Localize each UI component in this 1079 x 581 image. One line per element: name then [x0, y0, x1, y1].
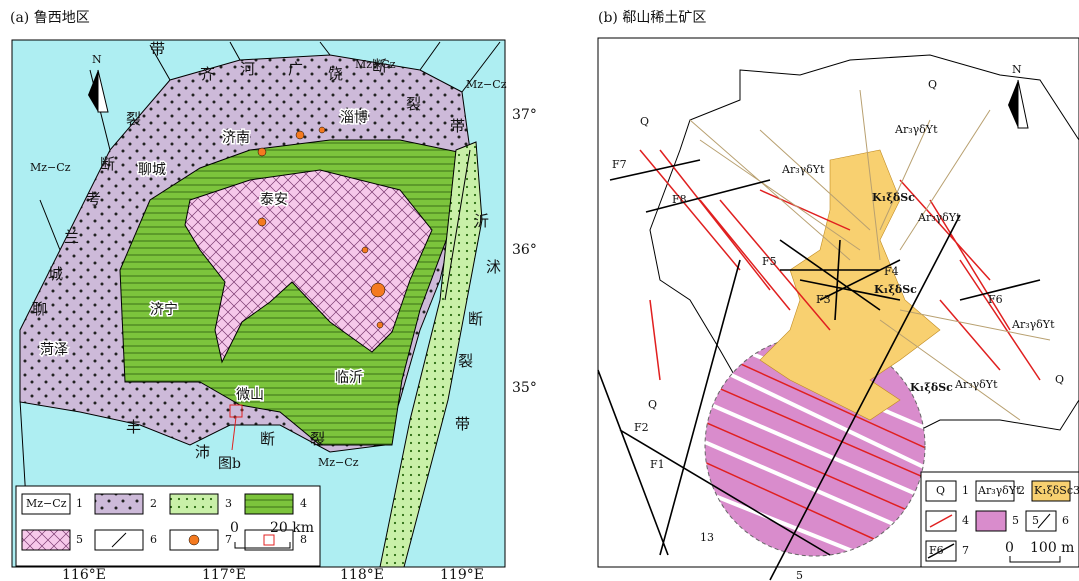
legend-text: Q [936, 484, 945, 497]
fault-char: 裂 [458, 352, 473, 370]
fault-char: 裂 [406, 95, 421, 113]
unit-label: Q [648, 398, 657, 411]
fault-label: F2 [634, 421, 649, 434]
fault-char: 裂 [310, 430, 325, 448]
fault-label: F4 [884, 265, 899, 278]
city-label: 菏泽 [40, 342, 68, 358]
lon-label: 118°E [340, 567, 384, 581]
fault-label: F6 [988, 293, 1003, 306]
fault-char: 断 [100, 155, 115, 173]
fault-char: 考 [86, 190, 101, 208]
legend-number: 2 [1018, 484, 1025, 497]
rock-label: Ar₃γδYt [781, 163, 825, 176]
unit-label: Mz−Cz [30, 161, 71, 174]
legend-text: K₁ξδSc [1034, 484, 1073, 497]
rock-label: K₁ξδSc [872, 191, 915, 204]
legend-text: 5 [1032, 514, 1039, 527]
fault-char: 带 [450, 117, 465, 135]
legend-number: 5 [76, 533, 83, 546]
fault-label: F3 [816, 293, 831, 306]
legend-b [920, 471, 1079, 568]
fault-char: 断 [260, 430, 275, 448]
north-label: N [92, 53, 102, 66]
fault-char: 沭 [486, 258, 501, 276]
rock-label: Ar₃γδYt [917, 211, 961, 224]
scale-label: 100 m [1030, 540, 1074, 556]
fault-char: 沛 [195, 443, 210, 461]
rock-label: Ar₃γδYt [954, 378, 998, 391]
legend-number: 2 [150, 497, 157, 510]
legend-number: 7 [225, 533, 232, 546]
fault-char: 城 [48, 265, 63, 283]
map-a [11, 39, 506, 568]
legend-text: Ar₃γδYt [977, 484, 1021, 497]
rock-label: K₁ξδSc [874, 283, 917, 296]
legend-number: 3 [1073, 484, 1079, 497]
legend-text: F6 [929, 544, 944, 557]
fault-label: F7 [612, 158, 627, 171]
legend-number: 6 [150, 533, 157, 546]
lat-label: 36° [512, 242, 537, 258]
city-label: 微山 [236, 387, 264, 403]
legend-a [15, 485, 321, 567]
fault-char: 断 [372, 57, 387, 75]
legend-number: 3 [225, 497, 232, 510]
panel-title: (a) 鲁西地区 [10, 10, 90, 26]
unit-label: Q [1055, 373, 1064, 386]
lon-label: 117°E [202, 567, 246, 581]
city-label: 聊城 [138, 162, 166, 178]
city-label: 淄博 [340, 109, 368, 126]
fault-char: 带 [455, 415, 470, 433]
legend-number: 4 [962, 514, 969, 527]
legend-number: 7 [962, 544, 969, 557]
legend-number: 4 [300, 497, 307, 510]
scale-label: 0 [1005, 540, 1014, 556]
lon-label: 119°E [440, 567, 484, 581]
legend-number: 1 [76, 497, 83, 510]
fault-label: F5 [762, 255, 777, 268]
north-label: N [1012, 63, 1022, 76]
unit-label: Mz−Cz [466, 78, 507, 91]
legend-text: Mz−Cz [26, 497, 67, 510]
fault-char: 丰 [126, 418, 141, 436]
fault-char: 裂 [126, 110, 141, 128]
rock-label: Ar₃γδYt [1011, 318, 1055, 331]
legend-number: 8 [300, 533, 307, 546]
rock-label: Ar₃γδYt [894, 123, 938, 136]
lon-label: 116°E [62, 567, 106, 581]
scale-label: 0 [230, 520, 239, 536]
city-label: 泰安 [260, 192, 288, 208]
city-label: 临沂 [335, 370, 363, 386]
unit-label: Mz−Cz [318, 456, 359, 469]
city-label: 济南 [222, 130, 250, 146]
fault-char: 齐 [200, 65, 215, 83]
legend-number: 1 [962, 484, 969, 497]
callout-label: 图b [218, 456, 241, 472]
rock-label: K₁ξδSc [910, 381, 953, 394]
fault-char: 沂 [474, 212, 489, 230]
legend-number: 5 [1012, 514, 1019, 527]
unit-label: Q [928, 78, 937, 91]
fault-char: 广 [288, 60, 303, 78]
fault-label: F1 [650, 458, 665, 471]
fault-char: 饶 [328, 65, 343, 83]
section-label: 5 [796, 569, 803, 581]
legend-number: 6 [1062, 514, 1069, 527]
scale-label: 20 km [270, 520, 314, 536]
fault-char: 断 [468, 310, 483, 328]
unit-label: Mz−Cz [355, 58, 396, 71]
fault-char: 聊 [32, 300, 47, 318]
fault-char: 兰 [64, 228, 79, 246]
fault-char: 河 [240, 60, 255, 78]
lat-label: 37° [512, 107, 537, 123]
lat-label: 35° [512, 380, 537, 396]
fault-label: F8 [672, 193, 687, 206]
panel-title: (b) 郗山稀土矿区 [598, 10, 706, 26]
fault-char: 带 [150, 40, 165, 58]
section-label: 13 [700, 531, 714, 544]
city-label: 济宁 [150, 301, 178, 318]
unit-label: Q [640, 115, 649, 128]
